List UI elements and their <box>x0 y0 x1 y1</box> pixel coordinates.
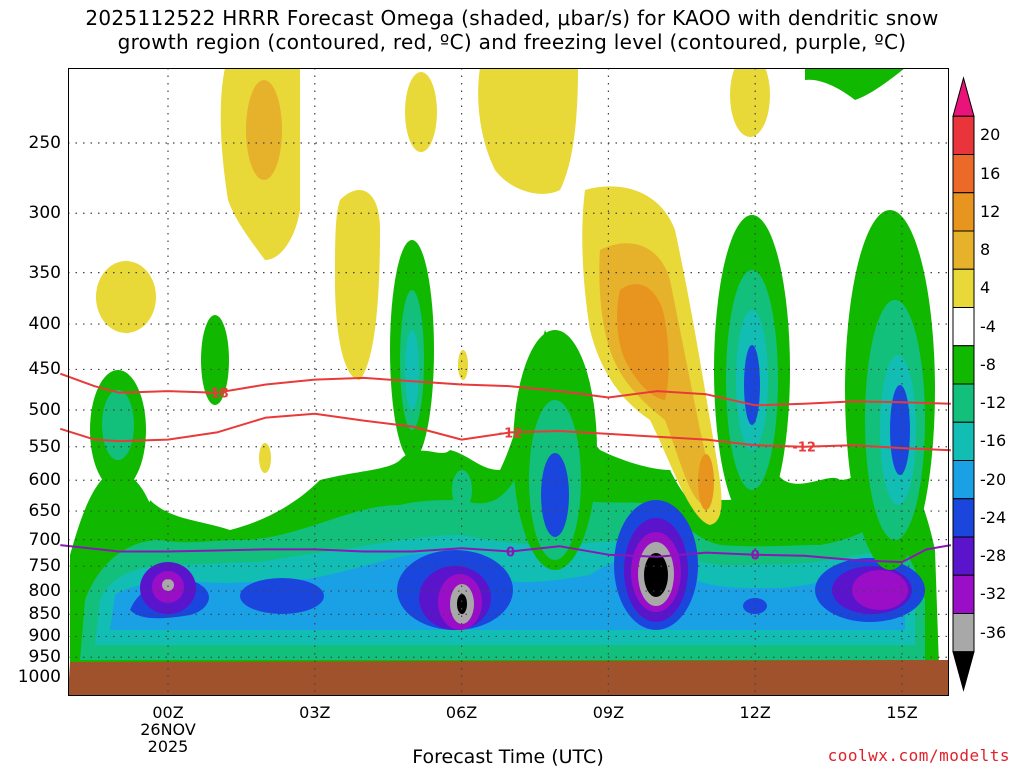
shaded-field <box>68 68 949 696</box>
x-axis-title: Forecast Time (UTC) <box>412 746 604 768</box>
omega-yellow-6d <box>698 454 714 510</box>
omega-yellow-8 <box>259 443 271 473</box>
x-tick-label: 03Z <box>299 703 331 722</box>
colorbar-label: -28 <box>980 546 1007 566</box>
y-tick-label: 250 <box>28 133 61 153</box>
colorbar-swatch <box>952 345 975 385</box>
omega-yellow-2 <box>96 261 156 333</box>
contour-label: -18 <box>205 387 229 402</box>
colorbar-label: -36 <box>980 622 1007 642</box>
colorbar-swatch <box>952 383 975 423</box>
omega-core-3e <box>457 594 467 614</box>
credit-link[interactable]: coolwx.com/modelts <box>827 746 1010 765</box>
colorbar-swatch <box>952 230 975 270</box>
colorbar-bottom-arrow <box>952 651 975 692</box>
x-tick-label: 09Z <box>592 703 625 722</box>
y-tick-label: 400 <box>28 314 61 335</box>
omega-col-5c <box>541 453 569 537</box>
omega-yellow-9 <box>458 350 468 380</box>
x-year-label: 2025 <box>147 737 189 756</box>
contour-label: 0 <box>751 549 760 564</box>
colorbar-swatch <box>952 268 975 308</box>
omega-yellow-4 <box>478 68 578 194</box>
x-tick-label: 06Z <box>445 703 478 722</box>
colorbar-swatch <box>952 154 975 194</box>
omega-core-6 <box>743 598 767 614</box>
y-tick-label: 750 <box>28 556 61 577</box>
title-line-1: 2025112522 HRRR Forecast Omega (shaded, … <box>85 6 939 30</box>
colorbar-label: 16 <box>980 163 1001 183</box>
colorbar-swatch <box>952 613 975 653</box>
colorbar-label: 4 <box>980 278 991 298</box>
omega-yellow-1b <box>246 80 282 180</box>
contour-label: 0 <box>506 546 515 561</box>
colorbar <box>952 76 975 692</box>
chart-title: 2025112522 HRRR Forecast Omega (shaded, … <box>0 6 1024 54</box>
colorbar-top-arrow <box>952 76 975 117</box>
y-tick-label: 350 <box>28 262 61 283</box>
contour-labels: -18 -12 -12 0 0 <box>205 387 816 564</box>
colorbar-swatch <box>952 498 975 538</box>
colorbar-swatch <box>952 574 975 614</box>
isotherm-0 <box>60 544 952 564</box>
y-tick-label: 550 <box>28 436 61 457</box>
colorbar-swatch <box>952 536 975 576</box>
terrain-fill <box>68 660 949 696</box>
y-tick-label: 950 <box>28 647 61 668</box>
y-tick-label: 800 <box>28 581 61 602</box>
colorbar-swatch <box>952 307 975 347</box>
omega-yellow-7 <box>730 68 770 137</box>
y-tick-label: 900 <box>28 626 61 647</box>
colorbar-swatch <box>952 421 975 461</box>
y-tick-label: 600 <box>28 470 61 491</box>
y-tick-label: 1000 <box>17 667 61 687</box>
x-tick-label: 15Z <box>886 703 918 722</box>
isotherm--18 <box>59 372 951 407</box>
omega-core-4e <box>644 553 668 597</box>
y-tick-label: 700 <box>28 529 61 550</box>
omega-col-2 <box>201 315 229 405</box>
omega-top-green <box>805 68 905 100</box>
x-tick-label: 12Z <box>739 703 771 722</box>
title-line-2: growth region (contoured, red, ºC) and f… <box>117 30 907 54</box>
colorbar-label: -12 <box>980 393 1007 413</box>
isotherm--12 <box>59 412 951 452</box>
x-tick-label: 00Z <box>152 703 184 722</box>
omega-core-1d <box>162 579 174 591</box>
colorbar-swatch <box>952 192 975 232</box>
contour-label: -12 <box>499 426 523 441</box>
isotherm-contours <box>59 372 952 564</box>
colorbar-label: 20 <box>980 125 1001 145</box>
x-date-label: 26NOV <box>140 720 196 739</box>
omega-core-2 <box>240 578 324 614</box>
y-tick-label: 450 <box>28 359 61 380</box>
omega-core-5c <box>852 570 908 610</box>
omega-col-1b <box>102 390 134 460</box>
y-tick-label: 650 <box>28 501 61 522</box>
colorbar-label: 8 <box>980 240 991 260</box>
contour-label: -12 <box>792 441 816 456</box>
colorbar-label: 12 <box>980 201 1001 221</box>
colorbar-label: -24 <box>980 507 1007 527</box>
colorbar-label: -32 <box>980 584 1007 604</box>
colorbar-swatch <box>952 115 975 155</box>
omega-col-6d <box>744 345 760 425</box>
y-tick-label: 500 <box>28 400 61 420</box>
omega-col-3c <box>405 330 419 410</box>
colorbar-label: -8 <box>980 354 996 374</box>
colorbar-swatch <box>952 460 975 500</box>
omega-yellow-5 <box>335 190 380 380</box>
y-tick-label: 850 <box>28 604 61 625</box>
omega-yellow-6c <box>617 284 669 400</box>
colorbar-label: -4 <box>980 316 996 336</box>
y-tick-label: 300 <box>28 203 61 224</box>
colorbar-label: -20 <box>980 469 1007 489</box>
omega-yellow-3 <box>405 72 437 152</box>
colorbar-label: -16 <box>980 431 1007 451</box>
omega-col-7d <box>890 385 910 475</box>
